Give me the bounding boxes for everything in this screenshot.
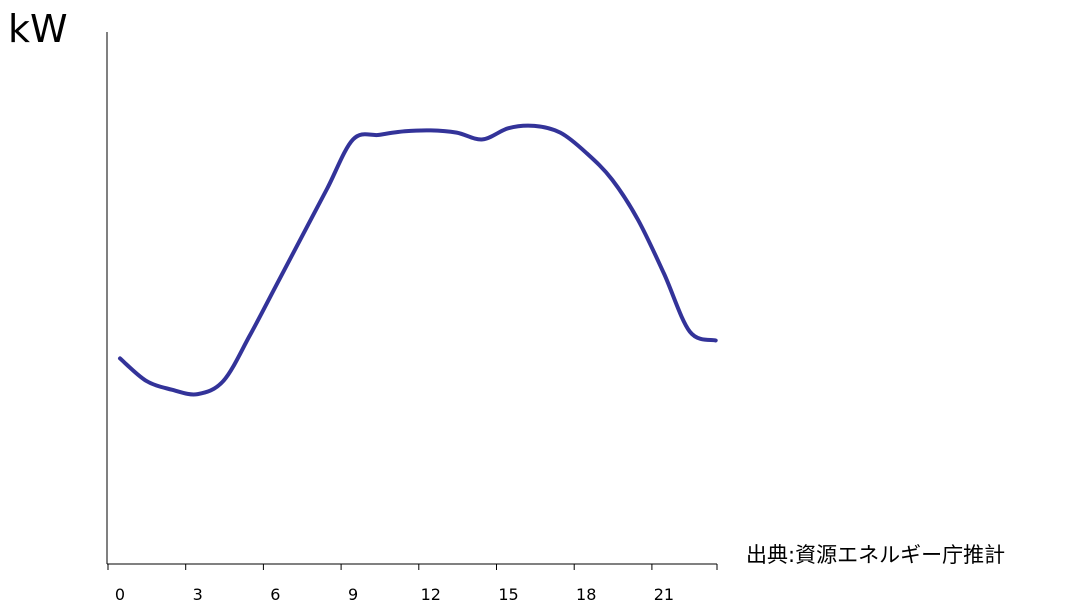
x-tick-labels-group: 0 3 6 9 12 15 18 21 bbox=[115, 585, 674, 604]
x-tick-label-18: 18 bbox=[576, 585, 596, 604]
series-line bbox=[118, 123, 718, 397]
x-tick-label-9: 9 bbox=[348, 585, 358, 604]
x-tick-label-3: 3 bbox=[193, 585, 203, 604]
x-tick-label-12: 12 bbox=[421, 585, 441, 604]
source-note: 出典:資源エネルギー庁推計 bbox=[746, 543, 1005, 567]
x-tick-label-6: 6 bbox=[270, 585, 280, 604]
x-tick-label-0: 0 bbox=[115, 585, 125, 604]
x-ticks-group bbox=[107, 564, 718, 570]
x-tick-label-21: 21 bbox=[654, 585, 674, 604]
x-tick-label-15: 15 bbox=[498, 585, 518, 604]
y-axis-label: kW bbox=[8, 7, 68, 51]
